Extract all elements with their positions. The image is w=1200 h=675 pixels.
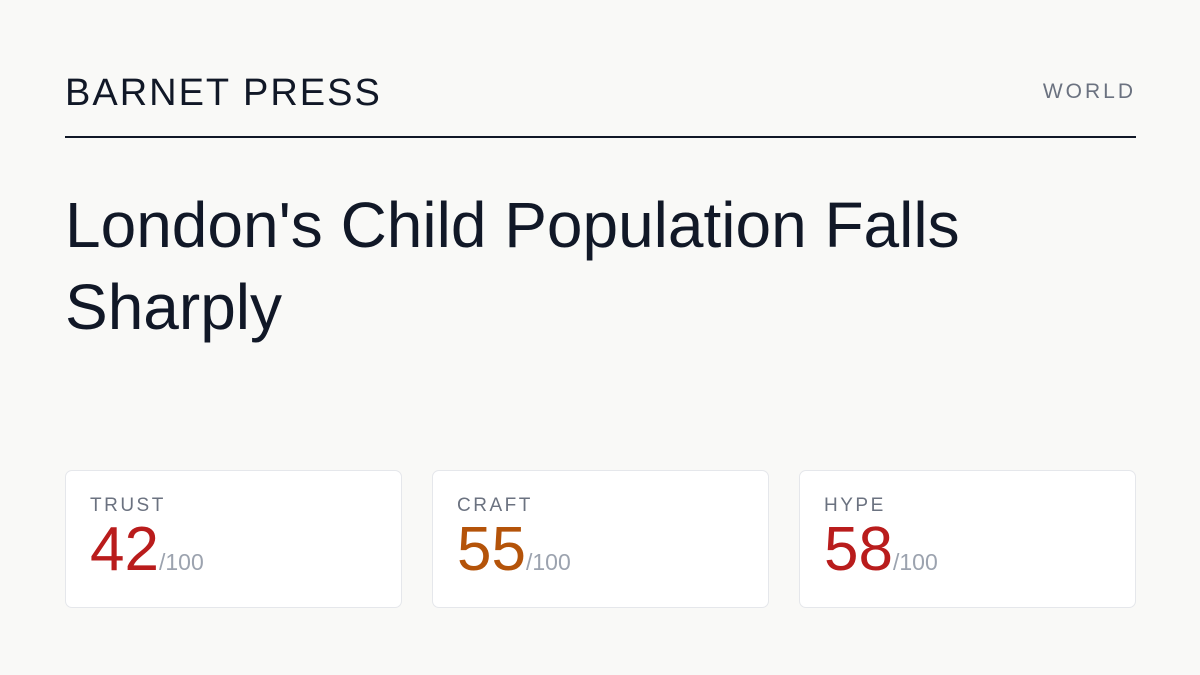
score-label: CRAFT [457,495,533,516]
score-card: HYPE 58/100 [799,470,1136,608]
section-label: WORLD [1042,80,1136,103]
score-scale: /100 [892,549,938,575]
score-number: 58 [824,515,893,584]
score-value: 55/100 [457,519,744,581]
score-number: 55 [457,515,526,584]
publication-name: BARNET PRESS [65,72,382,114]
score-scale: /100 [158,549,204,575]
score-value: 58/100 [824,519,1111,581]
score-card: TRUST 42/100 [65,470,402,608]
score-cards: TRUST 42/100 CRAFT 55/100 HYPE 58/100 [65,470,1136,608]
score-label: TRUST [90,495,166,516]
score-card: CRAFT 55/100 [432,470,769,608]
score-number: 42 [90,515,159,584]
score-scale: /100 [525,549,571,575]
headline: London's Child Population Falls Sharply [65,189,960,343]
score-label: HYPE [824,495,886,516]
score-value: 42/100 [90,519,377,581]
masthead: BARNET PRESS WORLD [65,64,1136,138]
